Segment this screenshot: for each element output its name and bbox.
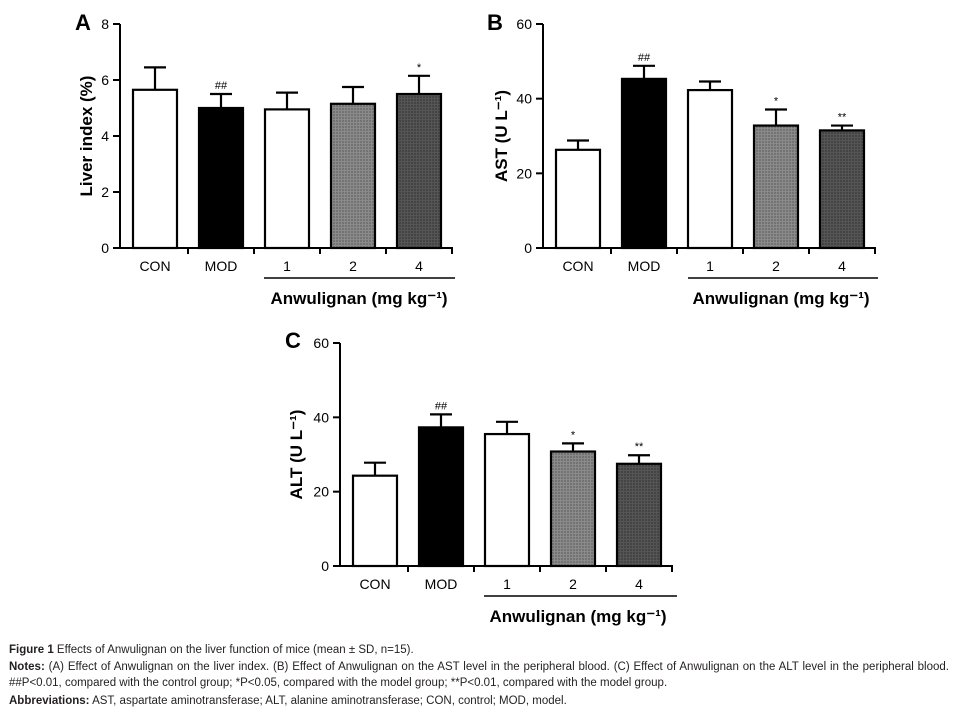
x-tick-label: 2 (569, 576, 577, 592)
figure-caption-text: Effects of Anwulignan on the liver funct… (53, 644, 414, 656)
x-tick-label: 1 (283, 258, 291, 274)
bar-con (554, 148, 602, 250)
bar-1 (263, 108, 311, 250)
bar-4 (615, 462, 663, 568)
notes-caption: Notes: (A) Effect of Anwulignan on the l… (9, 660, 949, 691)
x-tick-label: 2 (349, 258, 357, 274)
x-group-label: Anwulignan (mg kg⁻¹) (489, 607, 666, 626)
x-tick-label: CON (139, 258, 170, 274)
y-axis-label: Liver index (%) (77, 76, 96, 197)
x-group-label: Anwulignan (mg kg⁻¹) (270, 289, 447, 308)
panel-label: B (487, 10, 503, 35)
abbreviations-caption: Abbreviations: AST, aspartate aminotrans… (9, 694, 949, 710)
chart-panel-a: A Liver index (%) CON ## MOD 1 2 * 4 0 2 4 6 8 Anwulig… (75, 10, 455, 308)
significance-mark: ## (215, 80, 228, 92)
y-tick-label: 0 (524, 240, 532, 256)
bar-2 (329, 102, 377, 250)
bar-con (131, 88, 179, 250)
bar-4 (818, 129, 866, 250)
bar-mod (620, 77, 668, 250)
x-tick-label: 1 (706, 258, 714, 274)
bar-mod (197, 106, 245, 250)
significance-mark: ## (638, 52, 651, 64)
x-tick-label: MOD (628, 258, 661, 274)
y-tick-label: 8 (101, 16, 109, 32)
significance-mark: * (774, 95, 779, 107)
significance-mark: ** (635, 441, 644, 453)
bar-mod (417, 426, 465, 568)
figure-label: Figure 1 (9, 644, 54, 656)
figure-caption: Figure 1 Effects of Anwulignan on the li… (9, 643, 949, 659)
x-tick-label: CON (359, 576, 390, 592)
notes-label: Notes: (9, 661, 45, 673)
x-tick-label: 1 (503, 576, 511, 592)
y-tick-label: 40 (313, 409, 329, 425)
x-tick-label: 4 (415, 258, 423, 274)
y-tick-label: 0 (321, 558, 329, 574)
bar-2 (549, 450, 597, 568)
bar-con (351, 474, 399, 568)
x-tick-label: 4 (838, 258, 846, 274)
notes-text: (A) Effect of Anwulignan on the liver in… (9, 661, 949, 689)
y-tick-label: 2 (101, 184, 109, 200)
y-axis-label: ALT (U L⁻¹) (287, 410, 306, 500)
panel-label: A (75, 10, 91, 35)
y-tick-label: 4 (101, 128, 109, 144)
abbreviations-label: Abbreviations: (9, 695, 90, 707)
y-tick-label: 20 (313, 484, 329, 500)
x-group-label: Anwulignan (mg kg⁻¹) (692, 289, 869, 308)
y-axis-label: AST (U L⁻¹) (492, 90, 511, 182)
significance-mark: ## (435, 400, 448, 412)
y-tick-label: 60 (313, 335, 329, 351)
x-tick-label: CON (562, 258, 593, 274)
bar-1 (483, 432, 531, 568)
significance-mark: * (417, 62, 422, 74)
panel-label: C (285, 328, 301, 353)
x-tick-label: 2 (772, 258, 780, 274)
y-tick-label: 6 (101, 72, 109, 88)
abbreviations-text: AST, aspartate aminotransferase; ALT, al… (89, 695, 567, 707)
y-tick-label: 20 (516, 165, 532, 181)
bar-4 (395, 92, 443, 250)
x-tick-label: MOD (205, 258, 238, 274)
bar-2 (752, 124, 800, 250)
y-tick-label: 0 (101, 240, 109, 256)
significance-mark: ** (838, 112, 847, 124)
bar-1 (686, 88, 734, 250)
y-tick-label: 60 (516, 16, 532, 32)
y-tick-label: 40 (516, 91, 532, 107)
x-tick-label: MOD (425, 576, 458, 592)
significance-mark: * (571, 429, 576, 441)
x-tick-label: 4 (635, 576, 643, 592)
